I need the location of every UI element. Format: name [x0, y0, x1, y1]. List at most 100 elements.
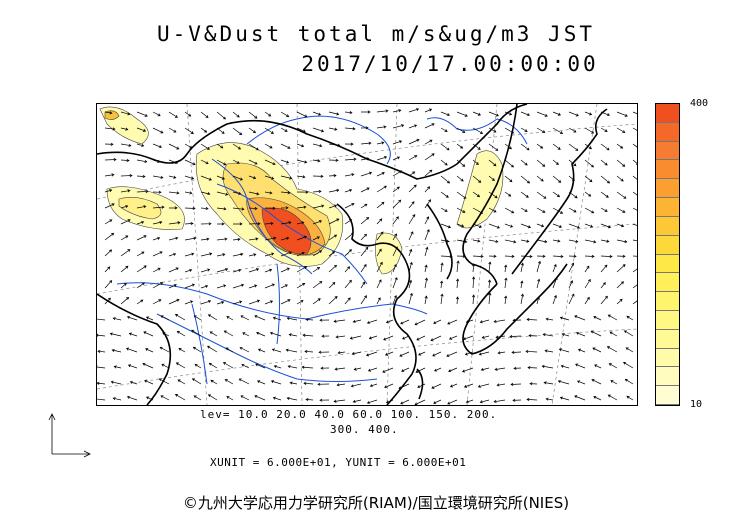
unit-scale-text: XUNIT = 6.000E+01, YUNIT = 6.000E+01 — [210, 456, 467, 469]
wind-arrow — [320, 366, 330, 370]
wind-arrow — [376, 185, 387, 193]
wind-arrow — [305, 397, 314, 402]
wind-arrow — [456, 191, 467, 199]
wind-arrow — [104, 219, 113, 225]
wind-arrow — [344, 279, 352, 289]
wind-arrow — [392, 170, 403, 177]
wind-arrow — [360, 157, 370, 161]
wind-arrow — [488, 254, 497, 258]
wind-arrow — [600, 191, 609, 198]
wind-arrow — [120, 143, 132, 147]
wind-arrow — [465, 399, 474, 404]
wind-arrow — [536, 191, 547, 199]
wind-arrow — [385, 319, 394, 324]
wind-arrow — [625, 347, 634, 353]
wind-arrow — [120, 204, 129, 209]
wind-arrow — [392, 263, 397, 273]
wind-arrow — [136, 265, 147, 273]
wind-arrow — [607, 394, 618, 401]
wind-arrow — [232, 252, 244, 257]
wind-arrow — [401, 367, 410, 372]
wind-arrow — [287, 365, 298, 369]
wind-arrow — [440, 223, 452, 229]
wind-arrow — [584, 296, 590, 305]
wind-arrow — [600, 239, 610, 243]
wind-arrow — [488, 127, 497, 133]
wind-arrow — [616, 175, 624, 182]
wind-arrow — [536, 111, 548, 117]
wind-arrow — [560, 364, 570, 369]
wind-arrow — [328, 127, 338, 131]
wind-arrow — [616, 159, 626, 167]
wind-arrow — [223, 330, 234, 337]
wind-arrow — [392, 156, 401, 161]
wind-arrow — [462, 335, 474, 341]
wind-arrow — [335, 335, 346, 339]
wind-arrow — [216, 253, 226, 257]
wind-arrow — [512, 318, 522, 322]
wind-arrow — [184, 159, 196, 166]
wind-arrow — [216, 191, 229, 196]
wind-arrow — [168, 267, 179, 273]
wind-arrow — [285, 348, 298, 353]
wind-arrow — [248, 175, 257, 180]
wind-arrow — [360, 233, 367, 241]
wind-arrow — [328, 143, 341, 147]
wind-arrow — [536, 260, 542, 273]
wind-arrow — [184, 143, 193, 149]
wind-arrow — [449, 383, 458, 388]
wind-arrow — [376, 231, 384, 241]
wind-arrow — [600, 159, 608, 166]
wind-arrow — [376, 109, 389, 113]
wind-arrow — [328, 296, 338, 305]
wind-arrow — [536, 296, 540, 305]
wind-arrow — [520, 293, 525, 305]
wind-arrow — [376, 248, 382, 257]
wind-arrow — [104, 111, 113, 115]
wind-arrow — [616, 191, 627, 199]
wind-arrow — [456, 207, 466, 213]
wind-arrow — [334, 367, 346, 371]
wind-arrow — [600, 295, 608, 305]
wind-arrow — [112, 397, 122, 401]
wind-arrow — [152, 111, 161, 117]
wind-arrow — [520, 262, 524, 273]
wind-arrow — [609, 331, 618, 337]
wind-arrow — [239, 346, 250, 353]
wind-arrow — [200, 252, 213, 257]
wind-arrow — [254, 395, 266, 401]
wind-arrow — [496, 383, 506, 387]
wind-arrow — [584, 254, 595, 259]
chart-title-line1: U-V&Dust total m/s&ug/m3 JST — [156, 22, 595, 46]
wind-arrow — [541, 364, 554, 369]
wind-arrow — [376, 279, 382, 289]
wind-arrow — [545, 317, 554, 321]
wind-arrow — [568, 207, 577, 213]
wind-arrow — [304, 349, 314, 354]
wind-arrow — [296, 175, 306, 179]
wind-arrow — [200, 111, 209, 119]
wind-arrow — [456, 239, 468, 244]
wind-arrow — [136, 127, 147, 132]
wind-arrow — [447, 399, 458, 405]
wind-arrow — [376, 297, 381, 305]
wind-arrow — [616, 254, 626, 258]
wind-arrow — [194, 363, 202, 369]
wind-arrow — [472, 175, 482, 183]
wind-arrow — [408, 261, 413, 273]
wind-arrow — [168, 143, 180, 150]
wind-arrow — [312, 143, 323, 148]
wind-arrow — [145, 348, 154, 353]
wind-arrow — [376, 218, 383, 225]
wind-arrow — [184, 127, 194, 134]
wind-arrow — [616, 298, 623, 305]
wind-arrow — [488, 223, 500, 229]
wind-arrow — [184, 236, 197, 241]
colorbar-segment — [656, 104, 679, 123]
wind-arrow — [575, 363, 586, 369]
wind-arrow — [520, 191, 529, 198]
wind-arrow — [584, 223, 594, 228]
wind-arrow — [511, 350, 522, 355]
colorbar-segment — [656, 310, 679, 330]
wind-arrow — [296, 235, 308, 241]
